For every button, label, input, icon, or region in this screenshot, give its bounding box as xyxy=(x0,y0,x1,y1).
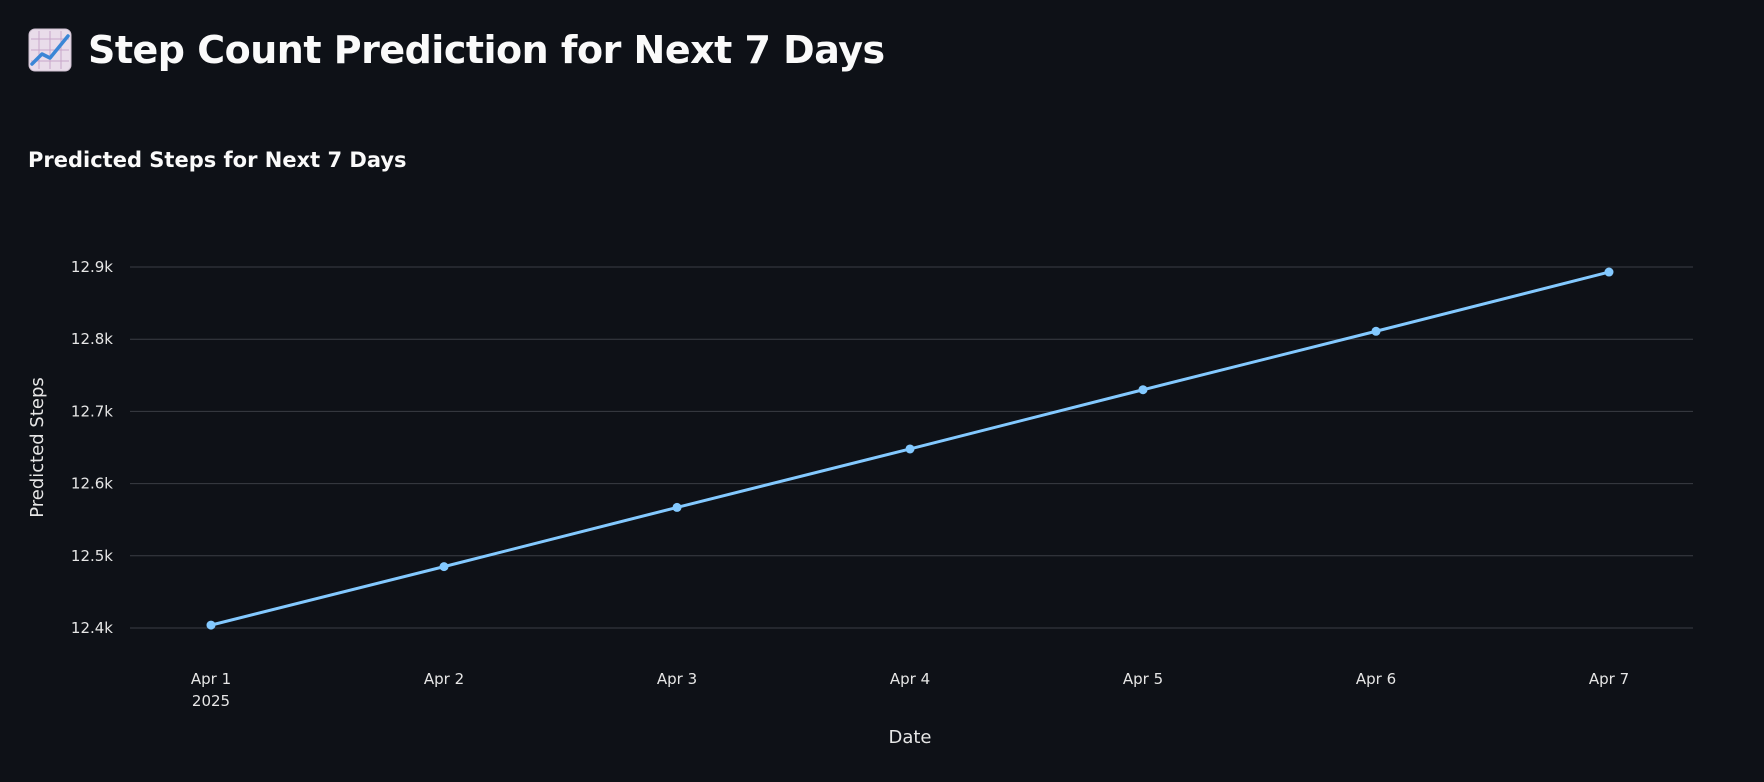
data-point[interactable] xyxy=(439,562,449,572)
x-tick-sublabel: 2025 xyxy=(192,692,230,710)
y-tick-label: 12.7k xyxy=(71,402,113,420)
y-tick-label: 12.4k xyxy=(71,619,113,637)
series-layer xyxy=(206,267,1614,630)
grid-layer xyxy=(130,266,1693,629)
page-title: Step Count Prediction for Next 7 Days xyxy=(88,28,885,72)
x-tick-label: Apr 7 xyxy=(1589,670,1629,688)
x-tick-label: Apr 4 xyxy=(890,670,930,688)
x-tick-label: Apr 6 xyxy=(1356,670,1396,688)
x-tick-label: Apr 5 xyxy=(1123,670,1163,688)
page-header: Step Count Prediction for Next 7 Days xyxy=(28,22,885,78)
y-axis-title: Predicted Steps xyxy=(27,377,48,518)
y-tick-label: 12.9k xyxy=(71,258,113,276)
data-point[interactable] xyxy=(905,444,915,454)
y-tick-label: 12.8k xyxy=(71,330,113,348)
x-axis-ticks: Apr 1 2025 Apr 2 Apr 3 Apr 4 Apr 5 Apr 6 Apr 7 xyxy=(191,670,1629,710)
y-tick-label: 12.5k xyxy=(71,547,113,565)
x-tick-label: Apr 3 xyxy=(657,670,697,688)
x-tick-label: Apr 1 xyxy=(191,670,231,688)
data-point[interactable] xyxy=(672,502,682,512)
x-tick-label: Apr 2 xyxy=(424,670,464,688)
data-point[interactable] xyxy=(1138,385,1148,395)
x-axis-title: Date xyxy=(888,727,931,748)
y-axis-ticks: 12.4k 12.5k 12.6k 12.7k 12.8k 12.9k xyxy=(71,258,113,637)
chart-increasing-icon xyxy=(28,28,72,72)
data-point[interactable] xyxy=(206,620,216,630)
y-tick-label: 12.6k xyxy=(71,475,113,493)
data-point[interactable] xyxy=(1604,267,1614,277)
chart-title: Predicted Steps for Next 7 Days xyxy=(28,148,407,172)
data-point[interactable] xyxy=(1371,326,1381,336)
